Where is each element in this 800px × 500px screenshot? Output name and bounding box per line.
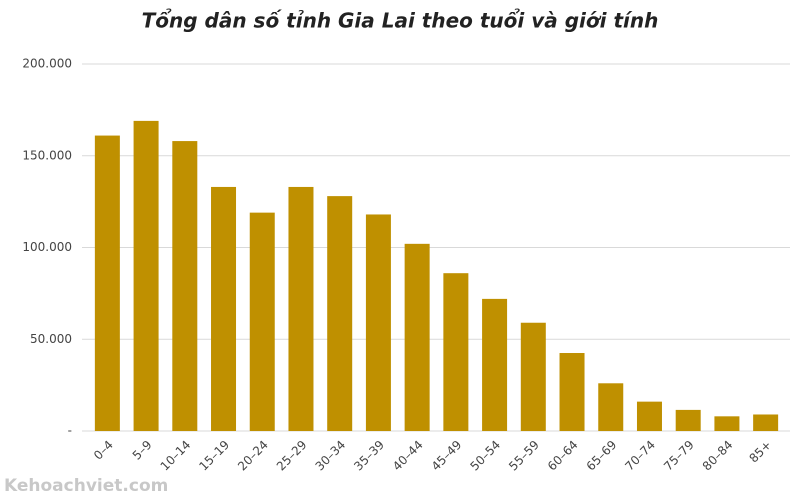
bar bbox=[559, 353, 585, 431]
bar bbox=[211, 186, 237, 431]
bar bbox=[520, 322, 546, 431]
watermark: Kehoachviet.com bbox=[4, 476, 168, 496]
bar bbox=[365, 214, 391, 431]
y-tick-label: - bbox=[68, 424, 72, 438]
bar bbox=[482, 298, 508, 431]
bar bbox=[404, 243, 430, 431]
bar bbox=[443, 273, 469, 431]
bar bbox=[94, 135, 120, 431]
bar bbox=[714, 416, 740, 431]
bar bbox=[133, 120, 159, 431]
chart-title: Tổng dân số tỉnh Gia Lai theo tuổi và gi… bbox=[142, 9, 659, 33]
bar bbox=[675, 409, 701, 431]
y-tick-label: 50.000 bbox=[30, 332, 72, 346]
bar bbox=[327, 196, 353, 431]
bar bbox=[753, 414, 779, 431]
y-tick-label: 100.000 bbox=[22, 240, 72, 254]
bar bbox=[249, 212, 275, 431]
bar bbox=[288, 186, 314, 431]
bar bbox=[172, 141, 198, 431]
bar bbox=[636, 401, 662, 431]
bar bbox=[598, 383, 624, 431]
y-tick-label: 150.000 bbox=[22, 148, 72, 162]
y-tick-label: 200.000 bbox=[22, 57, 72, 71]
